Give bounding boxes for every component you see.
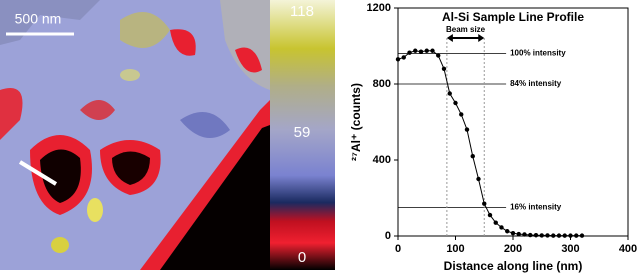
data-point <box>436 53 441 58</box>
data-point <box>482 201 487 206</box>
data-point <box>539 233 544 238</box>
map-image <box>0 0 270 270</box>
data-point <box>528 232 533 238</box>
colorbar-label: 118 <box>290 3 314 20</box>
beam-label: Beam size <box>446 25 486 34</box>
data-point <box>430 48 435 53</box>
data-point <box>470 154 475 159</box>
data-point <box>395 57 401 62</box>
data-point <box>447 91 452 96</box>
data-point <box>499 225 504 230</box>
data-point <box>459 112 464 117</box>
data-point <box>401 55 406 60</box>
data-point <box>413 48 418 53</box>
y-tick-label: 0 <box>385 230 391 242</box>
data-point <box>424 48 429 53</box>
x-tick-label: 100 <box>446 243 464 255</box>
data-point <box>487 212 493 218</box>
reference-label: 16% intensity <box>510 203 562 212</box>
colorbar-label: 59 <box>294 124 311 141</box>
data-point <box>574 233 579 238</box>
data-point <box>453 100 458 106</box>
data-point <box>545 233 550 238</box>
reference-label: 84% intensity <box>510 79 562 88</box>
data-point <box>562 233 567 238</box>
data-point <box>476 176 481 182</box>
data-point <box>579 233 585 238</box>
colorbar-label: 0 <box>298 249 306 266</box>
data-point <box>505 229 510 234</box>
y-axis-label: ²⁷Al⁺ (counts) <box>349 83 363 161</box>
chart-title: Al-Si Sample Line Profile <box>442 10 584 24</box>
data-point <box>522 232 527 237</box>
x-tick-label: 400 <box>619 243 637 255</box>
data-point <box>510 230 516 236</box>
data-point <box>516 231 521 237</box>
data-point <box>493 220 498 225</box>
x-tick-label: 300 <box>561 243 579 255</box>
data-point <box>418 49 424 54</box>
x-tick-label: 0 <box>395 243 401 255</box>
x-axis-label: Distance along line (nm) <box>444 259 583 273</box>
x-tick-label: 200 <box>504 243 522 255</box>
y-tick-label: 800 <box>373 78 391 90</box>
scale-bar-label: 500 nm <box>15 11 62 27</box>
data-point <box>551 233 556 238</box>
colorbar <box>270 0 335 270</box>
data-point <box>568 233 573 238</box>
data-point <box>464 127 470 132</box>
data-point <box>556 233 562 238</box>
reference-label: 100% intensity <box>510 49 566 58</box>
data-point <box>407 50 412 55</box>
data-point <box>533 233 539 238</box>
data-point <box>441 66 447 72</box>
y-tick-label: 1200 <box>367 2 391 14</box>
y-tick-label: 400 <box>373 154 391 166</box>
